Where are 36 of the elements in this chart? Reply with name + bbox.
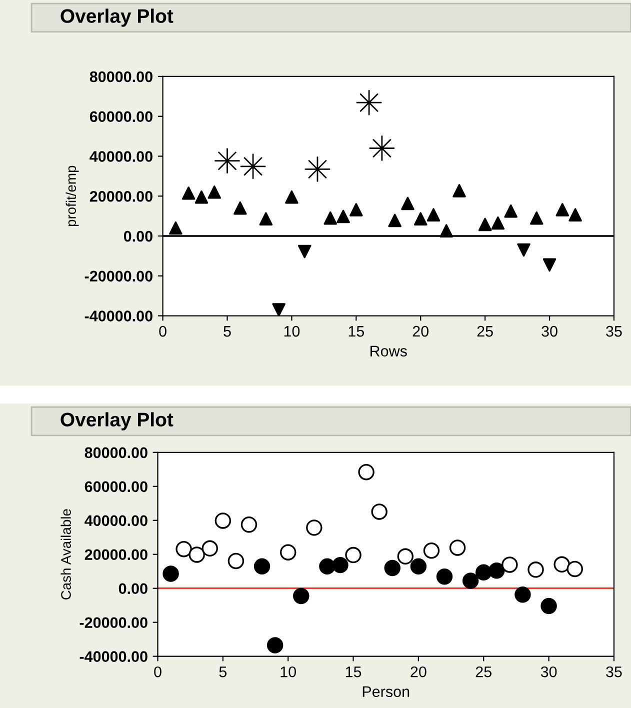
chart-title: Overlay Plot xyxy=(60,412,174,430)
chart-title: Overlay Plot xyxy=(60,8,174,27)
y-tick-label: 60000.00 xyxy=(90,111,152,122)
x-tick-label: 10 xyxy=(280,666,296,678)
x-tick-label: 0 xyxy=(154,666,162,678)
y-tick-label: 80000.00 xyxy=(84,447,148,458)
y-tick-label: 40000.00 xyxy=(90,151,152,162)
x-tick-label: 20 xyxy=(410,666,426,678)
y-tick-label: 0.00 xyxy=(118,583,148,594)
y-tick-label: 0.00 xyxy=(124,230,152,242)
x-tick-label: 20 xyxy=(412,326,429,337)
x-tick-label: 0 xyxy=(159,326,166,337)
y-tick-label: 20000.00 xyxy=(84,549,148,560)
y-tick-label: 40000.00 xyxy=(84,515,148,526)
y-tick-label: -20000.00 xyxy=(80,617,148,628)
y-tick-label: 20000.00 xyxy=(90,190,152,202)
x-tick-label: 35 xyxy=(606,666,622,678)
x-tick-label: 25 xyxy=(477,326,493,337)
x-tick-label: 5 xyxy=(224,326,231,337)
y-axis-title: Cash Available xyxy=(60,509,71,600)
x-tick-label: 10 xyxy=(284,326,300,337)
x-tick-label: 30 xyxy=(540,666,557,678)
x-tick-label: 30 xyxy=(542,326,558,337)
y-tick-label: 60000.00 xyxy=(84,481,148,492)
x-tick-label: 15 xyxy=(346,666,362,678)
y-tick-label: -20000.00 xyxy=(84,270,152,282)
x-tick-label: 5 xyxy=(219,666,227,678)
y-tick-label: -40000.00 xyxy=(84,310,152,322)
x-tick-label: 25 xyxy=(476,666,492,678)
x-axis-title: Rows xyxy=(370,346,407,357)
y-tick-label: 80000.00 xyxy=(90,71,152,82)
x-tick-label: 35 xyxy=(606,326,622,337)
y-axis-title: profit/emp xyxy=(66,166,79,226)
y-tick-label: -40000.00 xyxy=(80,651,148,662)
x-tick-label: 15 xyxy=(348,326,364,337)
x-axis-title: Person xyxy=(362,686,410,698)
